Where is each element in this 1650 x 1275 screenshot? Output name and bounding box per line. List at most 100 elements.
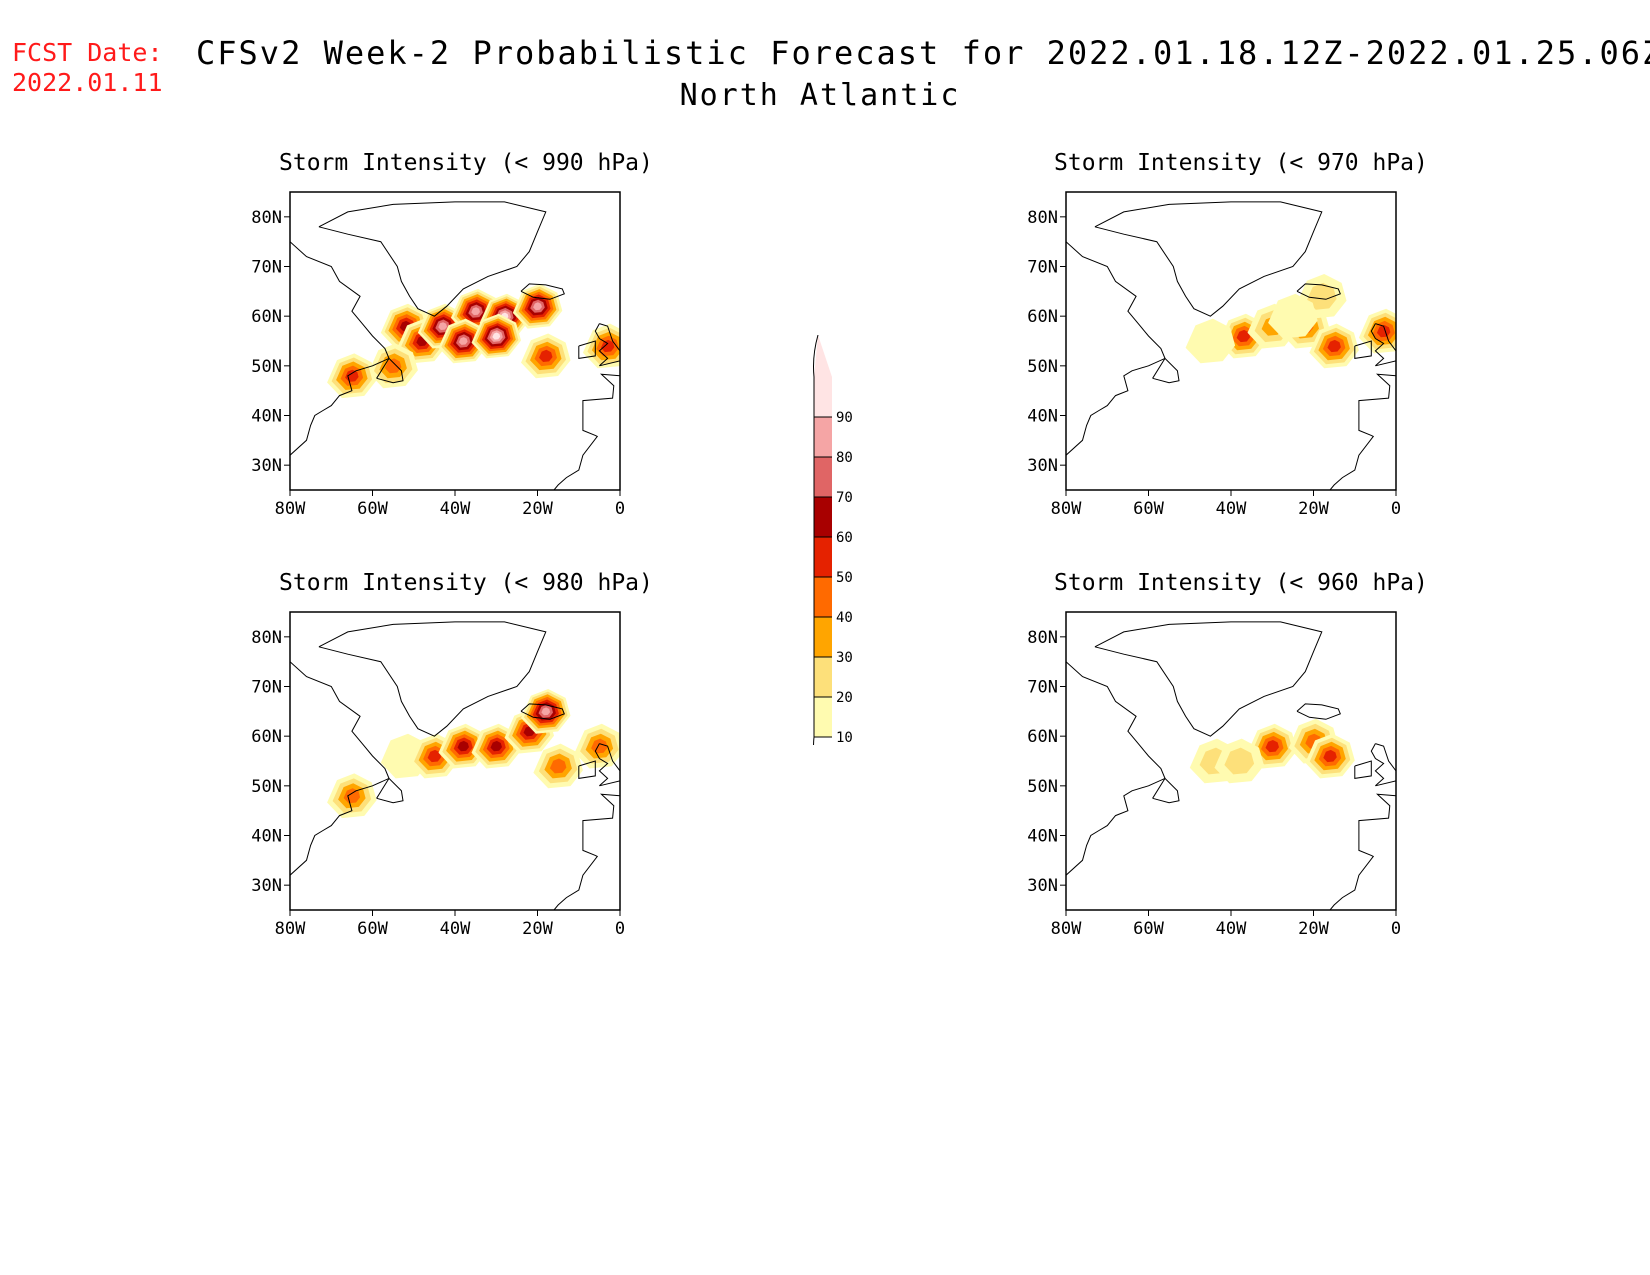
probability-patch: [1185, 318, 1236, 364]
lon-tick-label: 40W: [1216, 919, 1247, 939]
lat-tick-label: 40N: [1027, 827, 1058, 847]
probability-patch: [427, 749, 442, 763]
lat-tick-label: 80N: [251, 628, 282, 648]
coastline: [1395, 725, 1396, 727]
forecast-date: FCST Date: 2022.01.11: [12, 38, 163, 98]
coastline: [578, 760, 596, 779]
colorbar-top-cap: [814, 335, 832, 377]
coastline: [1094, 201, 1323, 317]
lon-tick-label: 80W: [275, 499, 306, 519]
probability-patch: [1327, 339, 1341, 353]
probability-patch: [343, 788, 361, 804]
lon-tick-label: 40W: [440, 919, 471, 939]
colorbar-swatch: [814, 657, 832, 697]
coastline: [1296, 703, 1341, 720]
lat-tick-label: 40N: [251, 407, 282, 427]
probability-patch: [1265, 740, 1279, 753]
map-plot: 80N 70N 60N 50N 40N 30N 80W 60W 40W 20W 0: [1027, 611, 1401, 939]
colorbar-label: 30: [836, 650, 853, 666]
lat-tick-label: 50N: [251, 357, 282, 377]
colorbar-label: 20: [836, 690, 853, 706]
colorbar-swatch: [814, 577, 832, 617]
lon-tick-label: 0: [1391, 499, 1401, 519]
lat-tick-label: 30N: [251, 876, 282, 896]
lat-tick-label: 70N: [251, 678, 282, 698]
colorbar-label: 50: [836, 570, 853, 586]
lon-tick-label: 20W: [522, 919, 553, 939]
probability-patch: [1323, 749, 1337, 763]
lat-tick-label: 80N: [1027, 628, 1058, 648]
lon-tick-label: 20W: [1298, 919, 1329, 939]
coastline: [578, 340, 596, 359]
lon-tick-label: 20W: [1298, 499, 1329, 519]
probability-patch: [458, 337, 468, 345]
probability-patch: [1268, 293, 1318, 339]
lat-tick-label: 40N: [1027, 407, 1058, 427]
title-line-2: North Atlantic: [679, 78, 961, 113]
probability-patch: [1224, 747, 1255, 775]
colorbar-label: 80: [836, 450, 853, 466]
probability-patch: [539, 349, 553, 362]
coastline: [553, 373, 620, 490]
colorbar-label: 60: [836, 530, 853, 546]
probability-patch: [600, 339, 615, 353]
coastline: [553, 793, 620, 910]
panel-title: Storm Intensity (< 970 hPa): [1054, 150, 1428, 176]
lat-tick-label: 50N: [1027, 777, 1058, 797]
lon-tick-label: 80W: [1051, 499, 1082, 519]
coastline: [520, 703, 565, 720]
colorbar-swatch: [814, 497, 832, 537]
coastline: [1370, 743, 1396, 787]
probability-patch: [384, 358, 402, 374]
lat-tick-label: 50N: [251, 777, 282, 797]
probability-patch: [492, 332, 501, 340]
lat-tick-label: 50N: [1027, 357, 1058, 377]
coastline: [1354, 760, 1372, 779]
colorbar-label: 90: [836, 410, 853, 426]
panel-title: Storm Intensity (< 960 hPa): [1054, 570, 1428, 596]
coastline: [290, 661, 390, 886]
lat-tick-label: 30N: [251, 456, 282, 476]
colorbar-bottom-cap: [813, 736, 815, 745]
lon-tick-label: 60W: [357, 499, 388, 519]
coastline: [1066, 661, 1166, 886]
lat-tick-label: 70N: [1027, 678, 1058, 698]
lon-tick-label: 40W: [1216, 499, 1247, 519]
lon-tick-label: 60W: [1133, 499, 1164, 519]
probability-patch: [471, 307, 480, 316]
colorbar-label: 40: [836, 610, 853, 626]
coastline: [1066, 241, 1166, 466]
lat-tick-label: 80N: [1027, 208, 1058, 228]
coastline: [1152, 357, 1180, 384]
coastline: [318, 621, 547, 737]
coastline: [594, 743, 620, 787]
lat-tick-label: 40N: [251, 827, 282, 847]
lon-tick-label: 20W: [522, 499, 553, 519]
probability-patch: [457, 740, 469, 752]
lon-tick-label: 80W: [275, 919, 306, 939]
lon-tick-label: 60W: [357, 919, 388, 939]
probability-patch: [490, 740, 502, 752]
coastline: [318, 201, 547, 317]
lat-tick-label: 60N: [251, 307, 282, 327]
lat-tick-label: 60N: [1027, 727, 1058, 747]
colorbar-swatch: [814, 617, 832, 657]
coastline: [1329, 373, 1396, 490]
coastline: [1296, 283, 1341, 300]
title-line-1: CFSv2 Week-2 Probabilistic Forecast for …: [196, 34, 1650, 72]
lat-tick-label: 30N: [1027, 456, 1058, 476]
colorbar-label: 10: [836, 730, 853, 745]
lat-tick-label: 60N: [1027, 307, 1058, 327]
lat-tick-label: 70N: [251, 258, 282, 278]
panel-title: Storm Intensity (< 990 hPa): [279, 150, 653, 176]
probability-patch: [533, 302, 542, 311]
forecast-date-value: 2022.01.11: [12, 68, 163, 97]
lon-tick-label: 60W: [1133, 919, 1164, 939]
colorbar-label: 70: [836, 490, 853, 506]
lat-tick-label: 80N: [251, 208, 282, 228]
forecast-date-label: FCST Date:: [12, 38, 163, 67]
probability-patch: [1376, 325, 1391, 338]
colorbar-swatch: [814, 537, 832, 577]
lon-tick-label: 80W: [1051, 919, 1082, 939]
coastline: [594, 323, 620, 367]
